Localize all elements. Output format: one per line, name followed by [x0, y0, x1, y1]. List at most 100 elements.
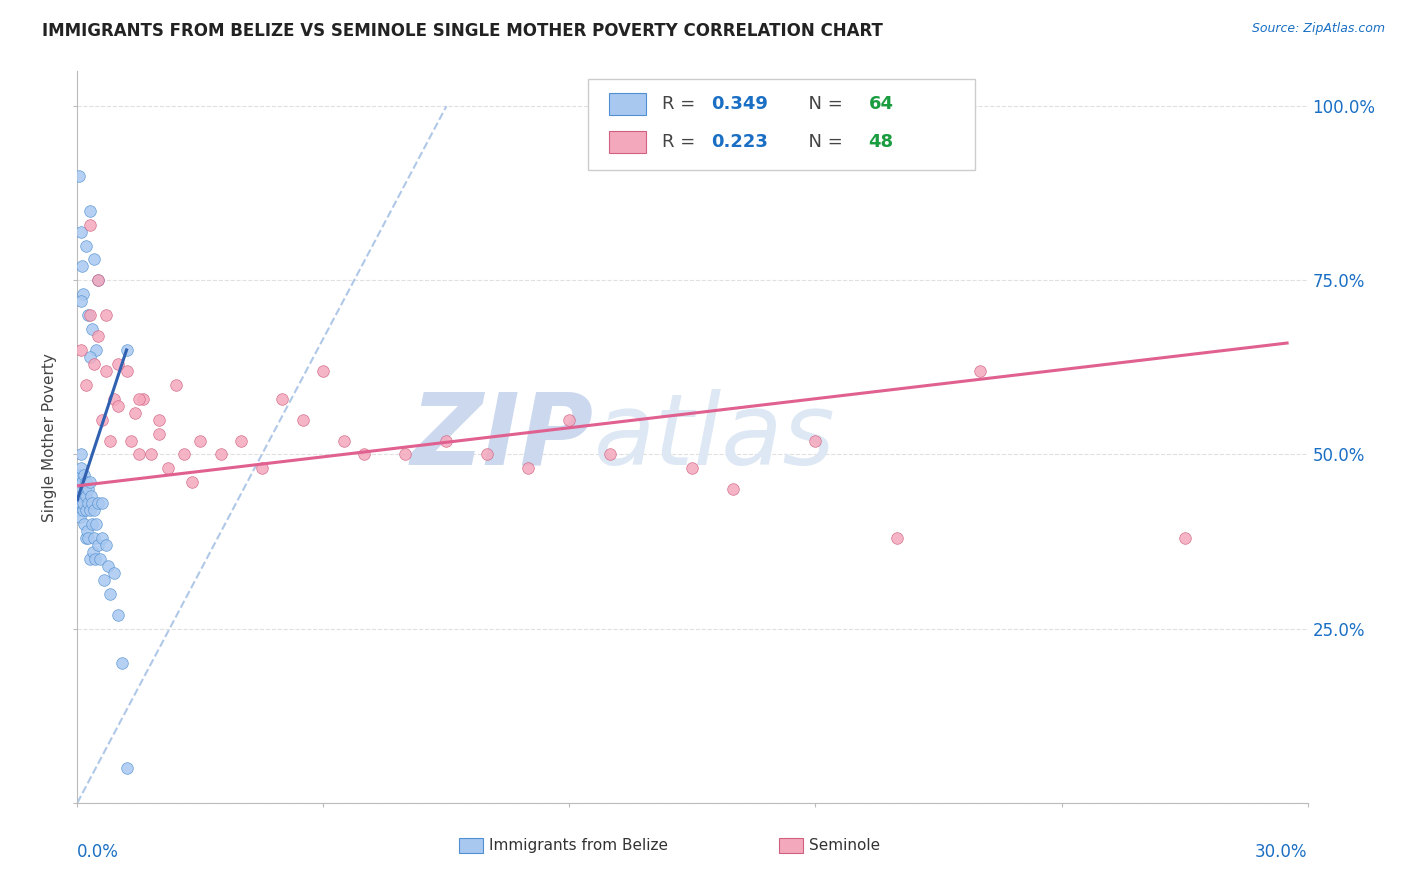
Point: [67, 475, 90, 490]
Point: [70, 225, 93, 239]
Point: [80, 489, 103, 503]
Point: [72, 287, 94, 301]
Point: [250, 461, 273, 475]
Point: [83, 552, 105, 566]
Point: [87, 538, 110, 552]
FancyBboxPatch shape: [588, 78, 976, 170]
Point: [165, 377, 187, 392]
Point: [94, 538, 117, 552]
FancyBboxPatch shape: [609, 94, 645, 115]
Point: [69, 294, 91, 309]
Point: [111, 657, 134, 671]
Point: [79, 503, 101, 517]
Point: [312, 364, 335, 378]
Point: [682, 461, 704, 475]
Text: Source: ZipAtlas.com: Source: ZipAtlas.com: [1251, 22, 1385, 36]
Point: [173, 448, 195, 462]
Point: [79, 350, 101, 364]
Point: [87, 273, 110, 287]
Point: [394, 448, 416, 462]
Point: [115, 761, 138, 775]
Point: [98, 587, 121, 601]
Point: [70, 475, 93, 490]
Point: [75, 489, 97, 503]
Text: 30.0%: 30.0%: [1256, 843, 1308, 861]
Point: [75, 503, 97, 517]
Text: R =: R =: [662, 133, 700, 152]
Point: [73, 517, 96, 532]
Text: Seminole: Seminole: [810, 838, 880, 853]
Point: [83, 357, 105, 371]
Point: [291, 412, 314, 426]
Point: [70, 343, 93, 357]
Point: [98, 434, 121, 448]
Point: [271, 392, 294, 406]
Point: [107, 607, 129, 622]
Point: [148, 426, 170, 441]
Point: [333, 434, 356, 448]
Text: R =: R =: [662, 95, 700, 113]
Point: [82, 496, 104, 510]
Point: [73, 483, 96, 497]
Point: [231, 434, 253, 448]
Text: 0.223: 0.223: [711, 133, 768, 152]
Point: [723, 483, 745, 497]
Point: [90, 412, 114, 426]
Point: [70, 489, 93, 503]
Point: [83, 503, 105, 517]
Point: [77, 483, 100, 497]
Point: [84, 343, 107, 357]
Point: [83, 531, 105, 545]
Point: [103, 566, 125, 580]
Point: [76, 524, 98, 538]
Point: [804, 434, 827, 448]
Point: [87, 496, 110, 510]
Point: [72, 496, 94, 510]
Point: [94, 364, 117, 378]
Point: [73, 468, 96, 483]
Point: [188, 434, 212, 448]
Point: [148, 412, 170, 426]
Point: [94, 308, 117, 322]
Point: [82, 545, 104, 559]
Point: [103, 392, 125, 406]
Point: [70, 496, 93, 510]
Point: [599, 448, 621, 462]
Text: 0.349: 0.349: [711, 95, 768, 113]
Text: IMMIGRANTS FROM BELIZE VS SEMINOLE SINGLE MOTHER POVERTY CORRELATION CHART: IMMIGRANTS FROM BELIZE VS SEMINOLE SINGL…: [42, 22, 883, 40]
FancyBboxPatch shape: [779, 838, 803, 853]
Point: [67, 468, 90, 483]
Point: [76, 496, 98, 510]
Point: [97, 558, 120, 573]
Point: [84, 517, 107, 532]
Point: [75, 377, 97, 392]
Text: 64: 64: [869, 95, 893, 113]
Text: 0.0%: 0.0%: [77, 843, 120, 861]
Point: [67, 503, 90, 517]
Point: [79, 552, 101, 566]
FancyBboxPatch shape: [609, 131, 645, 153]
Point: [87, 329, 110, 343]
Point: [120, 434, 142, 448]
Point: [93, 573, 115, 587]
Point: [107, 399, 129, 413]
Text: N =: N =: [797, 133, 849, 152]
Point: [969, 364, 991, 378]
Point: [67, 169, 90, 183]
Point: [83, 252, 105, 267]
Point: [69, 461, 91, 475]
Point: [115, 343, 138, 357]
Point: [132, 392, 155, 406]
Point: [72, 503, 94, 517]
Point: [67, 496, 90, 510]
Point: [156, 461, 179, 475]
Point: [181, 475, 204, 490]
Point: [67, 489, 90, 503]
Point: [558, 412, 581, 426]
Text: N =: N =: [797, 95, 849, 113]
Point: [477, 448, 499, 462]
Point: [107, 357, 129, 371]
Point: [353, 448, 375, 462]
Point: [70, 260, 93, 274]
Point: [75, 475, 97, 490]
